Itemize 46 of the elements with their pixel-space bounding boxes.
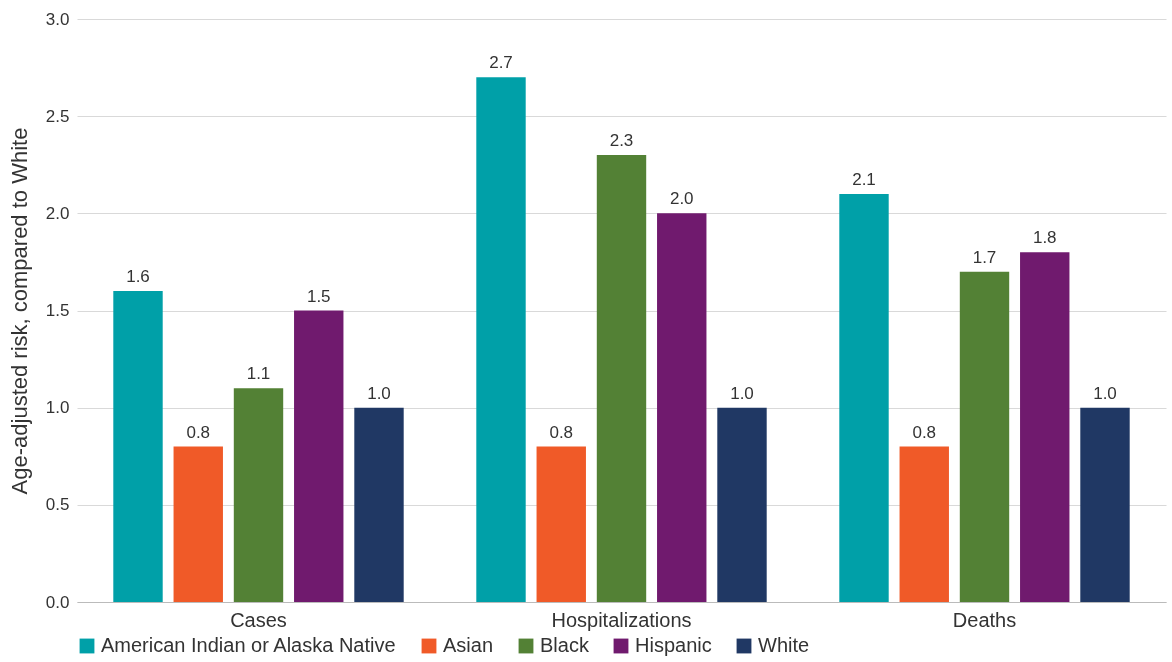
bar [476, 77, 526, 602]
data-label: 2.1 [852, 169, 876, 189]
y-tick-label: 0.5 [45, 495, 70, 515]
data-label: 2.3 [609, 131, 634, 151]
bar [839, 193, 889, 602]
x-tick-label: Hospitalizations [551, 608, 692, 631]
data-label: 1.0 [1093, 383, 1117, 403]
y-tick-label: 2.5 [45, 106, 70, 126]
bar [173, 446, 223, 602]
data-label: 1.1 [246, 364, 271, 384]
legend-label: Hispanic [635, 634, 712, 656]
data-label: 2.7 [489, 53, 513, 73]
y-axis-title: Age-adjusted risk, compared to White [6, 127, 32, 495]
bar [657, 213, 707, 602]
bar [233, 388, 284, 602]
data-label: 0.8 [186, 422, 211, 442]
bar [536, 446, 586, 602]
data-label: 1.0 [730, 383, 754, 403]
data-label: 0.8 [549, 422, 574, 442]
bar [717, 407, 767, 602]
data-label: 1.8 [1032, 228, 1057, 248]
data-label: 0.8 [912, 422, 937, 442]
y-tick-label: 1.0 [45, 398, 70, 418]
data-label: 1.7 [972, 247, 997, 267]
data-label: 1.0 [367, 383, 391, 403]
data-label: 1.5 [306, 286, 331, 306]
bar [294, 310, 344, 602]
legend-label: American Indian or Alaska Native [101, 634, 396, 656]
bar [899, 446, 949, 602]
bar [354, 407, 404, 602]
legend-label: Black [540, 634, 590, 656]
y-tick-label: 3.0 [45, 9, 70, 29]
y-tick-label: 0.0 [45, 592, 70, 612]
y-tick-label: 2.0 [45, 203, 70, 223]
bar [1020, 252, 1070, 602]
bar [1080, 407, 1130, 602]
y-tick-label: 1.5 [45, 301, 70, 320]
data-label: 2.0 [669, 189, 694, 209]
x-tick-label: Deaths [952, 608, 1017, 631]
x-tick-label: Cases [230, 608, 287, 631]
bar [959, 271, 1010, 602]
bar [113, 291, 163, 602]
legend-label: Asian [443, 634, 494, 656]
bar [596, 155, 647, 602]
legend-label: White [758, 634, 810, 656]
data-label: 1.6 [126, 267, 150, 287]
